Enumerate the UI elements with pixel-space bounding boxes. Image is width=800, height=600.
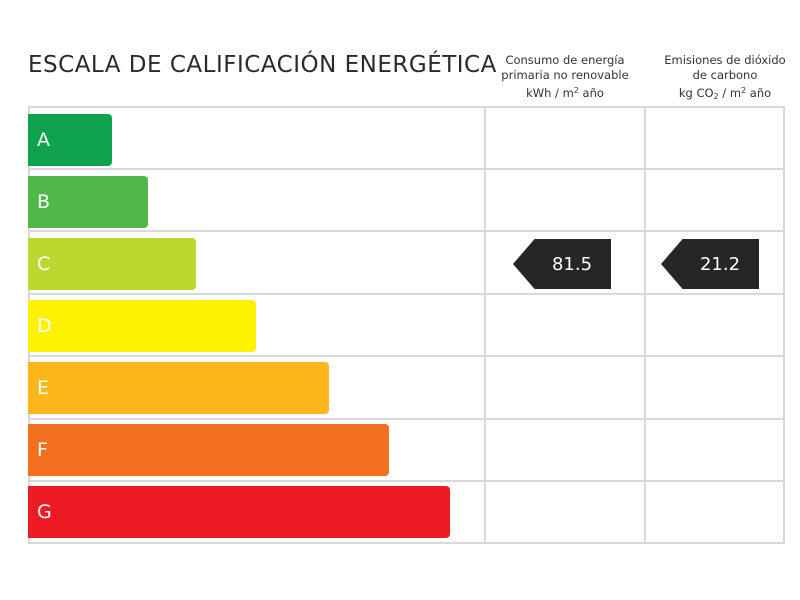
emissions-column-header: Emisiones de dióxido de carbono kg CO2 /… [645, 53, 800, 104]
energy-value-indicator: 81.5 [513, 239, 611, 289]
rating-letter: E [37, 377, 50, 399]
rating-bar-d: D [28, 300, 256, 352]
emissions-header-unit: kg CO2 / m2 año [678, 86, 772, 101]
emissions-header-line2: de carbono [692, 68, 758, 82]
grid-line [28, 355, 785, 357]
grid-line [28, 293, 785, 295]
rating-bar-e: E [28, 362, 329, 414]
rating-bar-a: A [28, 114, 112, 166]
page-title: ESCALA DE CALIFICACIÓN ENERGÉTICA [28, 52, 497, 78]
rating-bar-f: F [28, 424, 389, 476]
grid-line [28, 230, 785, 232]
grid-line [783, 106, 785, 544]
rating-letter: B [37, 191, 51, 213]
emissions-value-indicator: 21.2 [661, 239, 759, 289]
rating-bar-c: C [28, 238, 196, 290]
rating-letter: D [37, 315, 52, 337]
energy-column-header: Consumo de energía primaria no renovable… [485, 53, 645, 101]
rating-letter: G [37, 501, 52, 523]
rating-grid [28, 106, 785, 544]
grid-line [484, 106, 486, 544]
energy-header-line1: Consumo de energía [505, 53, 625, 67]
grid-line [644, 106, 646, 544]
rating-letter: F [37, 439, 48, 461]
energy-header-unit: kWh / m2 año [526, 86, 604, 100]
rating-bar-b: B [28, 176, 148, 228]
grid-line [28, 106, 785, 108]
grid-line [28, 542, 785, 544]
grid-line [28, 480, 785, 482]
energy-header-line2: primaria no renovable [501, 68, 629, 82]
rating-letter: A [37, 129, 50, 151]
grid-line [28, 418, 785, 420]
rating-letter: C [37, 253, 51, 275]
grid-line [28, 168, 785, 170]
emissions-header-line1: Emisiones de dióxido [664, 53, 786, 67]
rating-bar-g: G [28, 486, 450, 538]
